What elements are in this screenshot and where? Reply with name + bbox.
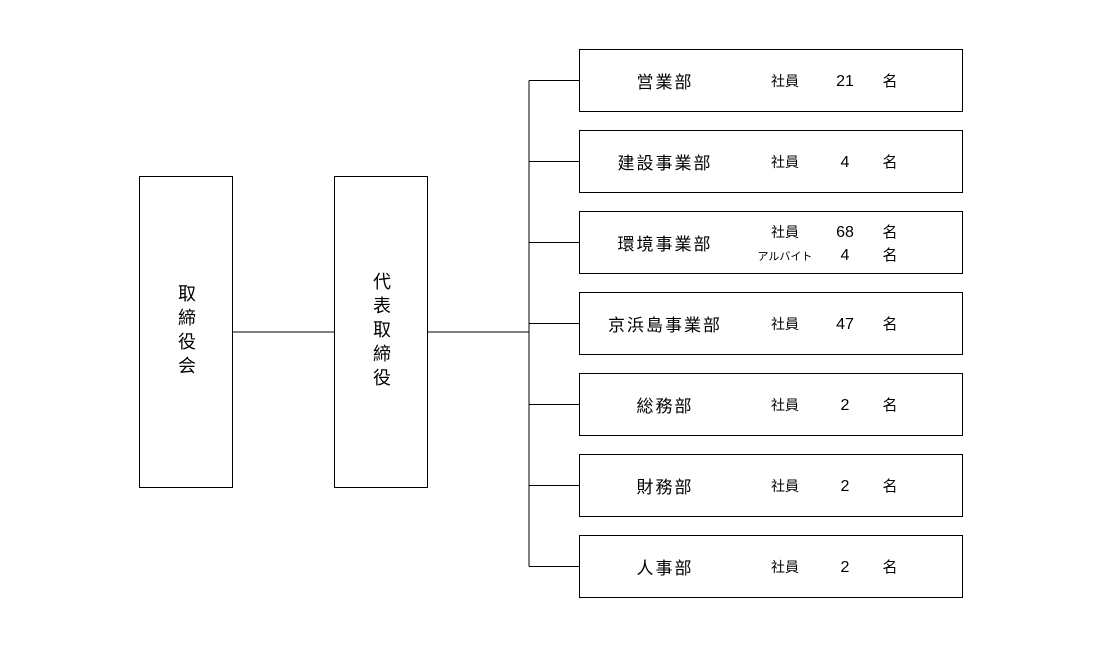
staff-count: 2: [820, 397, 870, 415]
staff-row: 社員2名: [750, 394, 962, 415]
dept-staff: 社員2名: [750, 394, 962, 415]
dept-name: 京浜島事業部: [580, 311, 750, 336]
staff-label: 社員: [750, 395, 820, 415]
staff-count: 21: [820, 73, 870, 91]
staff-count: 2: [820, 559, 870, 577]
staff-count: 2: [820, 478, 870, 496]
staff-label: 社員: [750, 476, 820, 496]
staff-row: 社員2名: [750, 556, 962, 577]
staff-label: 社員: [750, 314, 820, 334]
dept-staff: 社員4名: [750, 151, 962, 172]
dept-box: 総務部社員2名: [579, 373, 963, 436]
staff-unit: 名: [870, 244, 910, 265]
node-representative-director: 代表取締役: [334, 176, 428, 488]
staff-count: 4: [820, 154, 870, 172]
staff-row: 社員21名: [750, 70, 962, 91]
dept-name: 建設事業部: [580, 149, 750, 174]
staff-unit: 名: [870, 394, 910, 415]
staff-unit: 名: [870, 313, 910, 334]
staff-row: 社員47名: [750, 313, 962, 334]
dept-box: 建設事業部社員4名: [579, 130, 963, 193]
staff-unit: 名: [870, 70, 910, 91]
staff-count: 47: [820, 316, 870, 334]
staff-label: 社員: [750, 152, 820, 172]
dept-box: 人事部社員2名: [579, 535, 963, 598]
dept-staff: 社員2名: [750, 556, 962, 577]
dept-box: 京浜島事業部社員47名: [579, 292, 963, 355]
dept-staff: 社員47名: [750, 313, 962, 334]
dept-name: 財務部: [580, 473, 750, 498]
dept-box: 営業部社員21名: [579, 49, 963, 112]
staff-label: 社員: [750, 71, 820, 91]
staff-count: 68: [820, 224, 870, 242]
staff-unit: 名: [870, 221, 910, 242]
org-chart-canvas: 取締役会 代表取締役 営業部社員21名建設事業部社員4名環境事業部社員68名アル…: [0, 0, 1100, 655]
dept-name: 環境事業部: [580, 230, 750, 255]
staff-unit: 名: [870, 151, 910, 172]
staff-row: 社員68名: [750, 221, 962, 242]
staff-count: 4: [820, 247, 870, 265]
staff-label: アルバイト: [750, 248, 820, 264]
node-board-of-directors: 取締役会: [139, 176, 233, 488]
staff-label: 社員: [750, 222, 820, 242]
staff-unit: 名: [870, 556, 910, 577]
dept-name: 人事部: [580, 554, 750, 579]
node-representative-director-label: 代表取締役: [368, 272, 394, 392]
staff-unit: 名: [870, 475, 910, 496]
dept-box: 財務部社員2名: [579, 454, 963, 517]
staff-row: 社員2名: [750, 475, 962, 496]
staff-row: アルバイト4名: [750, 244, 962, 265]
dept-name: 総務部: [580, 392, 750, 417]
dept-staff: 社員68名アルバイト4名: [750, 221, 962, 265]
staff-label: 社員: [750, 557, 820, 577]
dept-box: 環境事業部社員68名アルバイト4名: [579, 211, 963, 274]
node-board-of-directors-label: 取締役会: [173, 284, 199, 380]
staff-row: 社員4名: [750, 151, 962, 172]
dept-name: 営業部: [580, 68, 750, 93]
dept-staff: 社員21名: [750, 70, 962, 91]
dept-staff: 社員2名: [750, 475, 962, 496]
